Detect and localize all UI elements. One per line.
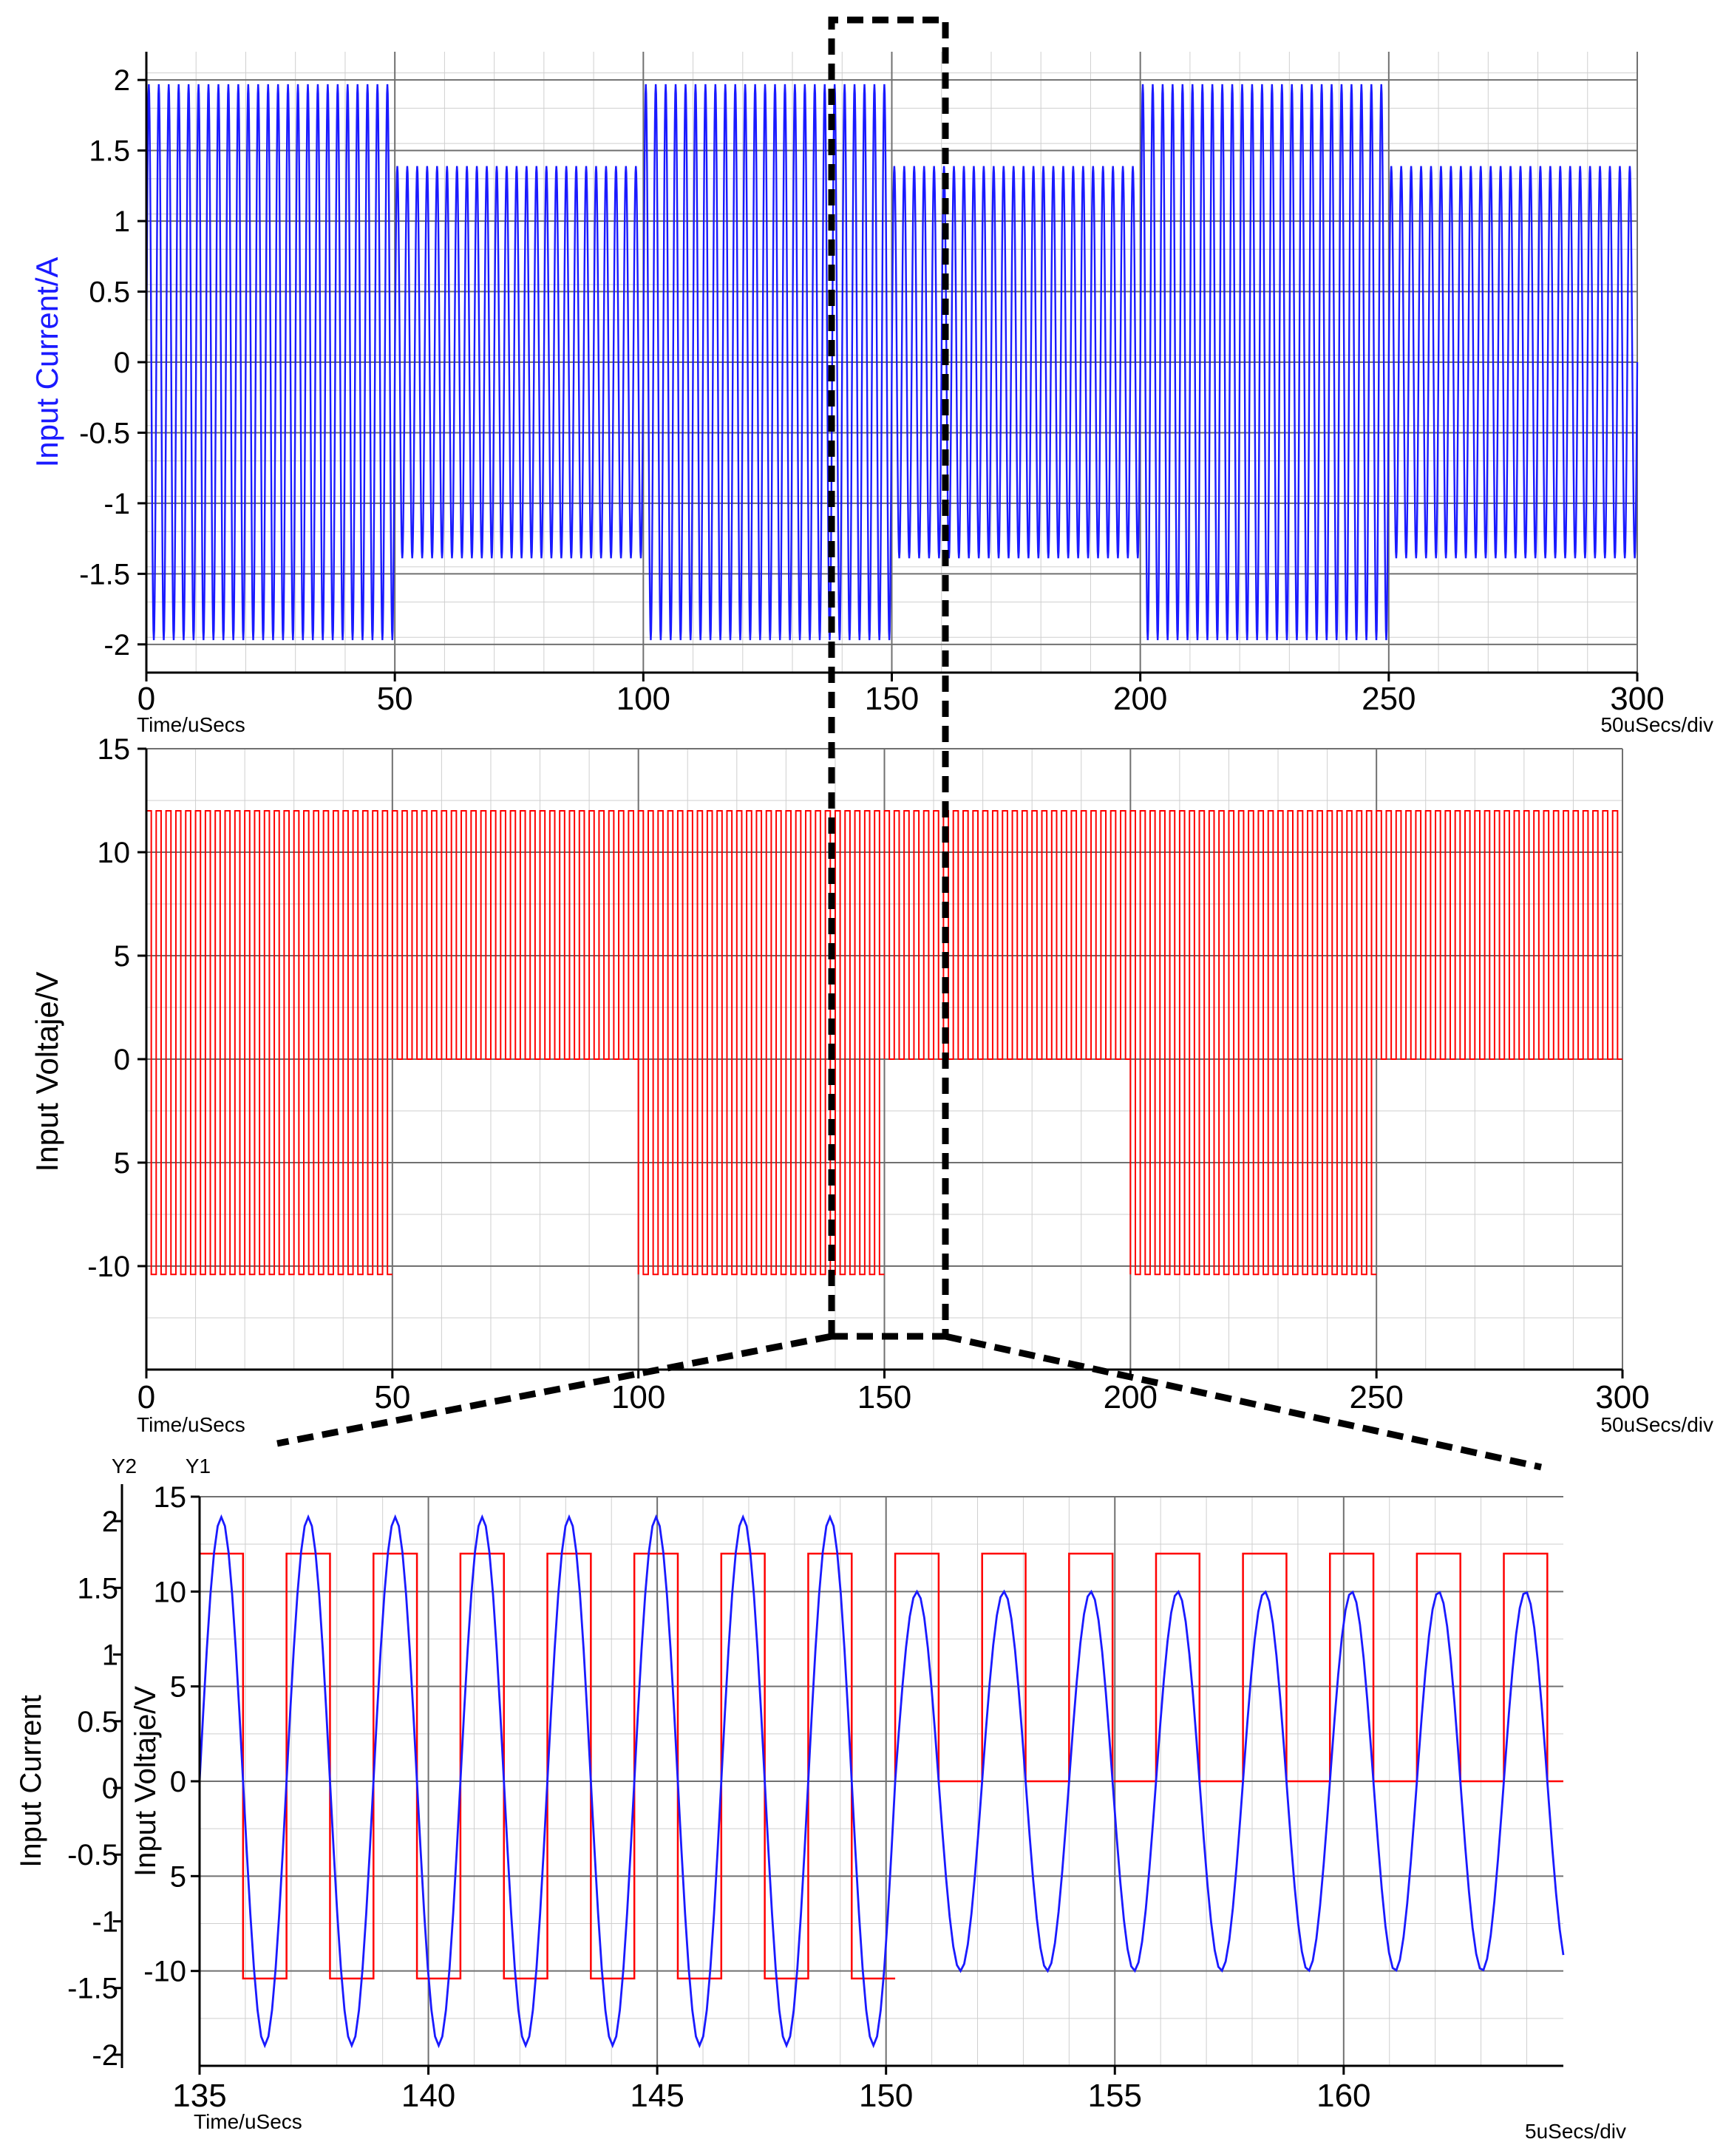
zoom-connector-left — [276, 1333, 832, 1447]
zoom-y1-tick-label: 0 — [170, 1766, 186, 1798]
voltage-y-tick-label: 5 — [114, 1147, 130, 1180]
current-y-axis-label: Input Current/A — [30, 257, 64, 468]
current-y-tick-label: -1.5 — [79, 558, 130, 591]
voltage-scale-note: 50uSecs/div — [1600, 1413, 1713, 1436]
voltage-y-tick-label: 10 — [98, 837, 131, 869]
current-x-tick-label: 200 — [1113, 681, 1167, 717]
voltage-y-tick-label: 15 — [98, 733, 131, 766]
zoom-current-series-segment — [198, 1514, 897, 2049]
zoom-y2-tick-label: 0.5 — [77, 1706, 118, 1738]
voltage-y-tick-label: 5 — [114, 940, 130, 973]
zoom-current-series-segment — [894, 1589, 1565, 1973]
current-x-tick-label: 300 — [1610, 681, 1664, 717]
voltage-series-segment — [1376, 810, 1622, 1060]
voltage-x-tick-label: 50 — [374, 1379, 410, 1415]
voltage-series-segment — [146, 810, 392, 1276]
zoom-x-tick-label: 160 — [1316, 2078, 1370, 2114]
current-y-tick-label: 0 — [114, 347, 130, 379]
zoom-y1-axis-name: Y1 — [186, 1455, 211, 1477]
zoom-y2-tick-label: 0 — [102, 1772, 118, 1805]
current-y-tick-label: 2 — [114, 64, 130, 97]
zoom-y2-tick-label: -0.5 — [67, 1839, 118, 1871]
current-series-segment — [1139, 84, 1390, 641]
zoom-x-tick-label: 150 — [859, 2078, 913, 2114]
voltage-x-tick-label: 200 — [1104, 1379, 1158, 1415]
zoom-y2-tick-label: -1 — [92, 1905, 118, 1938]
current-x-tick-label: 100 — [616, 681, 670, 717]
zoom-y1-tick-label: 15 — [154, 1481, 187, 1514]
zoom-callout — [276, 16, 1542, 1471]
zoom-y2-tick-label: 1 — [102, 1639, 118, 1672]
current-scale-note: 50uSecs/div — [1600, 713, 1713, 736]
zoom-y1-axis-label: Input Voltaje/V — [129, 1686, 162, 1877]
zoom-y2-tick-label: 2 — [102, 1506, 118, 1538]
voltage-x-tick-label: 150 — [857, 1379, 911, 1415]
voltage-y-axis-label: Input Voltaje/V — [30, 972, 64, 1172]
zoom-connector-right — [945, 1333, 1542, 1471]
voltage-x-tick-label: 250 — [1349, 1379, 1403, 1415]
voltage-series-segment — [391, 810, 639, 1060]
current-series-segment — [145, 84, 396, 641]
voltage-y-tick-label: 0 — [114, 1044, 130, 1076]
zoom-scale-note: 5uSecs/div — [1525, 2120, 1626, 2143]
current-x-tick-label: 0 — [137, 681, 155, 717]
current-y-tick-label: -0.5 — [79, 417, 130, 449]
zoom-y2-axis-label: Input Current — [15, 1695, 47, 1867]
zoom-y1-tick-label: 10 — [154, 1576, 187, 1608]
zoom-y2-tick-label: -2 — [92, 2039, 118, 2072]
current-y-tick-label: 0.5 — [89, 276, 130, 309]
zoom-y1-tick-label: 5 — [170, 1671, 186, 1704]
zoom-x-tick-label: 155 — [1088, 2078, 1142, 2114]
zoom-chart: 15 10 5 0 5 -10 2 1.5 1 0.5 0 -0.5 -1 -1.5 -2 Y2 Y1 135 14… — [15, 1455, 1626, 2143]
voltage-y-tick-label: -10 — [87, 1251, 130, 1283]
zoom-y2-axis-name: Y2 — [112, 1455, 137, 1477]
current-series — [145, 84, 1639, 641]
current-series-segment — [1387, 166, 1639, 559]
current-x-axis-label: Time/uSecs — [137, 713, 245, 736]
voltage-series-segment — [883, 810, 1131, 1060]
zoom-y1-tick-label: 5 — [170, 1860, 186, 1893]
zoom-voltage-series-segment — [894, 1552, 1563, 1783]
current-series-segment — [642, 84, 893, 641]
current-chart: 21.510.50-0.5-1-1.5-20 50 100 150 200 250 300T… — [30, 52, 1713, 736]
zoom-x-tick-label: 135 — [172, 2078, 226, 2114]
zoom-y2-tick-label: 1.5 — [77, 1572, 118, 1605]
zoom-x-axis-label: Time/uSecs — [194, 2110, 302, 2133]
voltage-x-tick-label: 300 — [1595, 1379, 1649, 1415]
current-x-tick-label: 50 — [377, 681, 413, 717]
current-series-segment — [393, 166, 645, 559]
voltage-x-axis-label: Time/uSecs — [137, 1413, 245, 1436]
zoom-x-tick-label: 140 — [401, 2078, 455, 2114]
current-series-segment — [891, 166, 1141, 559]
current-x-tick-label: 250 — [1362, 681, 1416, 717]
zoom-selection-box — [828, 16, 949, 1336]
current-x-tick-label: 150 — [865, 681, 919, 717]
zoom-current-series — [198, 1514, 1565, 2049]
current-y-tick-label: -2 — [103, 629, 130, 662]
current-y-tick-label: -1 — [103, 488, 130, 520]
voltage-series-segment — [1129, 810, 1377, 1276]
zoom-y1-tick-label: -10 — [143, 1956, 186, 1988]
current-y-tick-label: 1.5 — [89, 135, 130, 168]
voltage-x-tick-label: 0 — [137, 1379, 155, 1415]
current-y-tick-label: 1 — [114, 205, 130, 238]
voltage-series-segment — [637, 810, 885, 1276]
voltage-x-tick-label: 100 — [611, 1379, 665, 1415]
zoom-x-tick-label: 145 — [630, 2078, 684, 2114]
voltage-series — [146, 810, 1622, 1276]
zoom-y2-tick-label: -1.5 — [67, 1973, 118, 2005]
